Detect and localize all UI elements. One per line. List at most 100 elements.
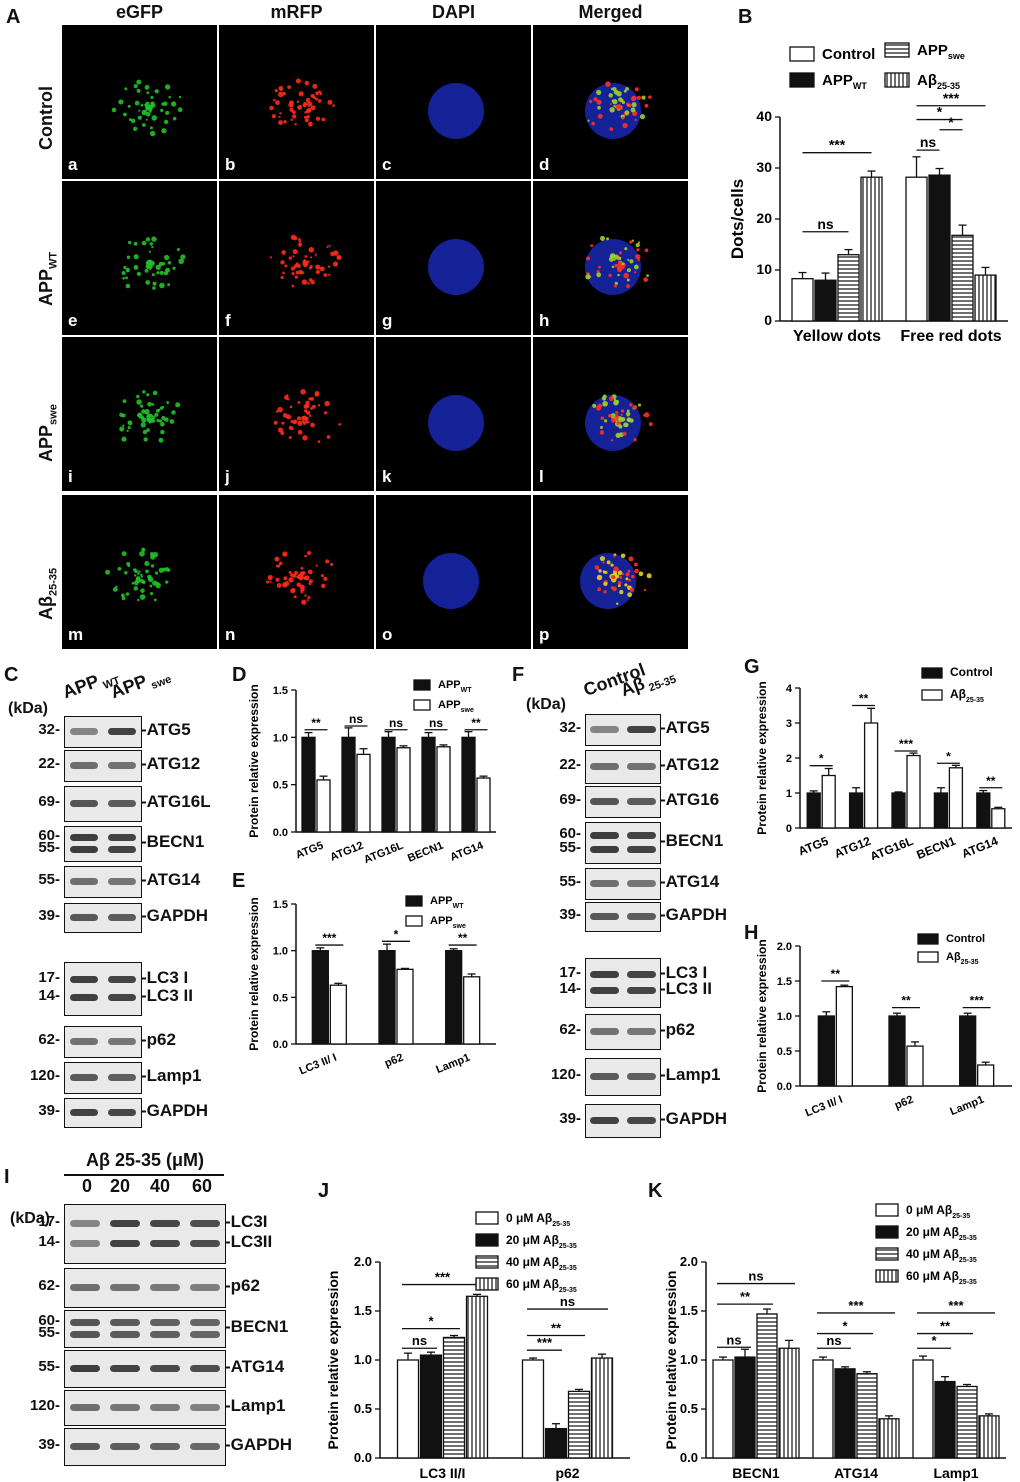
legend-swatch <box>875 1203 899 1217</box>
legend-label: APPswe <box>917 42 965 61</box>
protein-label: -p62 <box>660 1020 695 1039</box>
lane-label-main: 60 <box>192 1176 213 1196</box>
puncta-mark <box>112 587 118 592</box>
bar <box>316 779 331 833</box>
puncta-mark <box>278 115 281 119</box>
blot-strip <box>585 868 661 900</box>
puncta-mark <box>145 237 151 242</box>
chart-j: 0.0 0.5 1.0 1.5 2.0 Protein relative expressi… <box>325 1211 630 1481</box>
legend-swatch <box>875 1225 899 1239</box>
puncta-mark <box>152 390 158 396</box>
protein-label: -GAPDH <box>660 1109 728 1128</box>
blot-strip <box>585 786 661 818</box>
puncta-mark <box>122 424 125 427</box>
legend-label: Aβ25-35 <box>950 687 984 704</box>
legend-swatch <box>875 1247 899 1261</box>
significance-label: ns <box>826 1333 841 1348</box>
lane-label-main: 20 <box>110 1176 131 1196</box>
puncta-mark <box>288 570 292 574</box>
significance-label: ns <box>349 712 363 726</box>
puncta-mark <box>290 103 294 107</box>
bar <box>806 792 821 829</box>
protein-band <box>69 1331 101 1338</box>
puncta-mark <box>134 100 140 106</box>
bar <box>817 1015 835 1087</box>
category-label: BECN1 <box>406 840 445 864</box>
protein-band <box>590 913 619 920</box>
puncta-mark <box>626 417 632 423</box>
nucleus-mark <box>428 83 484 139</box>
lane-label: 20 <box>110 1176 130 1197</box>
panel-letter-a: A <box>6 6 21 28</box>
category-label: p62 <box>555 1465 579 1481</box>
puncta-mark <box>280 431 285 436</box>
bar <box>341 736 356 833</box>
puncta-mark <box>137 598 140 602</box>
puncta-mark <box>143 110 147 114</box>
y-tick-label: 2.0 <box>680 1254 698 1269</box>
puncta-mark <box>589 99 593 104</box>
kda-marker: 17- <box>38 1213 60 1231</box>
puncta-mark <box>636 248 640 252</box>
kda-marker: 32- <box>38 721 60 738</box>
significance-label: ns <box>389 716 403 730</box>
puncta-mark <box>140 422 146 428</box>
puncta-mark <box>314 97 319 101</box>
puncta-mark <box>154 412 159 417</box>
puncta-mark <box>146 91 150 95</box>
protein-band <box>69 1319 101 1326</box>
kda-marker: 55- <box>559 873 581 890</box>
bar <box>712 1359 734 1459</box>
blot-strip <box>585 1058 661 1096</box>
puncta-mark <box>643 414 646 417</box>
micrograph-signal <box>266 551 334 605</box>
legend-label: 40 μM Aβ25-35 <box>506 1255 577 1272</box>
puncta-mark <box>142 429 148 435</box>
protein-band <box>69 1109 99 1116</box>
puncta-mark <box>301 571 306 575</box>
puncta-mark <box>296 416 302 421</box>
puncta-mark <box>311 404 316 409</box>
protein-band <box>69 800 99 807</box>
puncta-mark <box>155 582 161 589</box>
protein-label: -GAPDH <box>660 905 728 924</box>
protein-label: -p62 <box>141 1030 176 1049</box>
puncta-mark <box>617 584 621 588</box>
puncta-mark <box>644 412 650 418</box>
row-label: APPswe <box>36 404 60 462</box>
protein-band <box>627 832 656 840</box>
puncta-mark <box>636 95 642 100</box>
kda-marker: 120- <box>29 1067 60 1084</box>
y-axis-label: Protein relative expression <box>247 897 261 1050</box>
subpanel-letter: h <box>539 311 550 330</box>
bar <box>928 174 951 322</box>
puncta-mark <box>136 399 142 405</box>
puncta-mark <box>306 108 311 114</box>
protein-band <box>107 762 137 769</box>
y-tick-label: 30 <box>756 159 772 175</box>
protein-band <box>109 1443 141 1450</box>
protein-band <box>107 993 137 1001</box>
puncta-mark <box>161 406 165 409</box>
puncta-mark <box>151 236 157 242</box>
puncta-mark <box>310 407 313 410</box>
legend-swatch <box>475 1277 499 1291</box>
puncta-mark <box>158 419 163 423</box>
puncta-mark <box>621 116 625 120</box>
puncta-mark <box>275 565 278 568</box>
puncta-mark <box>153 598 157 602</box>
nucleus-mark <box>428 395 484 451</box>
significance-label: *** <box>943 90 960 106</box>
lane-label: 60 <box>192 1176 212 1197</box>
kda-marker: 60- <box>38 827 60 845</box>
bar <box>905 176 928 322</box>
puncta-mark <box>296 100 300 104</box>
puncta-mark <box>600 426 603 429</box>
nucleus-mark <box>428 239 484 295</box>
kda-marker: 62- <box>38 1031 60 1048</box>
protein-band <box>109 1239 141 1247</box>
puncta-mark <box>317 440 321 443</box>
puncta-mark <box>310 93 315 99</box>
puncta-mark <box>156 418 160 423</box>
puncta-mark <box>117 566 122 571</box>
